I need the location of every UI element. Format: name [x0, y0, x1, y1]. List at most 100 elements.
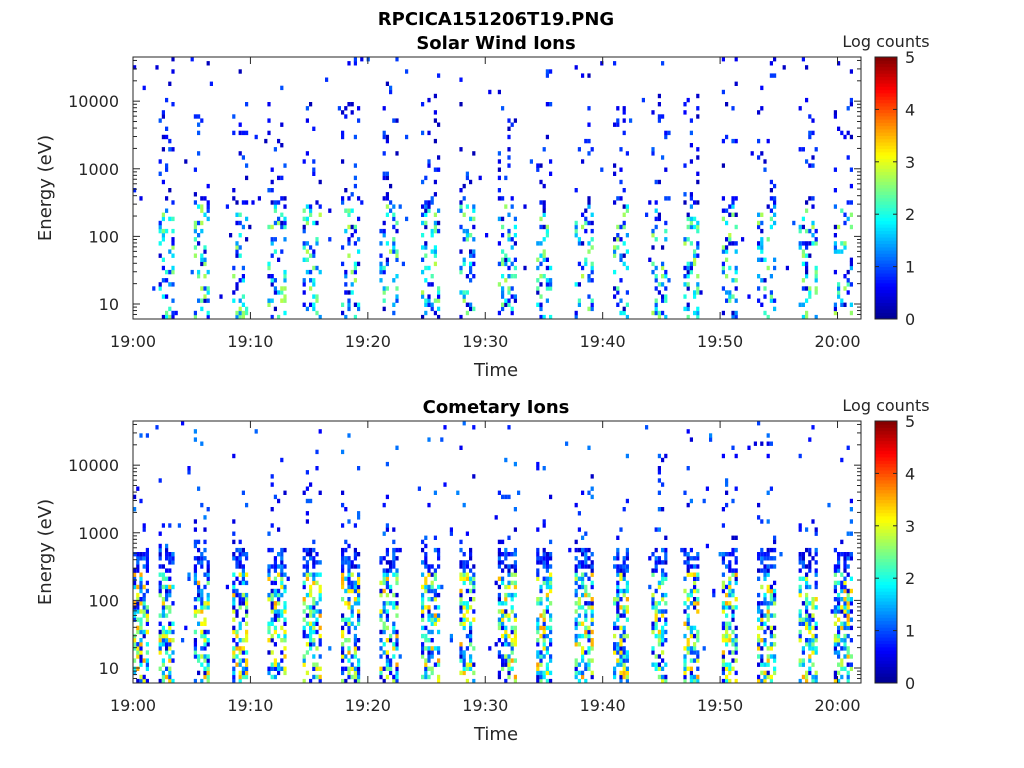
heatmap-cell	[849, 224, 853, 230]
heatmap-cell	[837, 650, 841, 655]
heatmap-cell	[318, 204, 322, 209]
heatmap-cell	[184, 625, 188, 631]
heatmap-cell	[510, 564, 514, 569]
heatmap-cell	[849, 257, 853, 262]
heatmap-cell	[165, 605, 169, 610]
heatmap-cell	[142, 678, 146, 684]
heatmap-cell	[513, 294, 517, 299]
heatmap-cell	[171, 678, 175, 684]
heatmap-cell	[206, 507, 210, 512]
heatmap-cell	[577, 261, 581, 267]
heatmap-cell	[545, 564, 549, 569]
heatmap-cell	[622, 650, 626, 655]
heatmap-cell	[171, 638, 175, 643]
heatmap-cell	[843, 552, 847, 557]
heatmap-cell	[245, 670, 249, 676]
heatmap-cell	[241, 130, 245, 136]
heatmap-cell	[539, 650, 543, 655]
heatmap-cell	[459, 224, 463, 230]
heatmap-cell	[350, 560, 354, 565]
heatmap-cell	[683, 306, 687, 312]
heatmap-cell	[501, 216, 505, 222]
heatmap-cell	[437, 584, 441, 590]
colorbar-segment	[875, 60, 897, 64]
heatmap-cell	[808, 552, 812, 557]
heatmap-cell	[382, 290, 386, 295]
heatmap-cell	[161, 662, 165, 667]
heatmap-cell	[197, 560, 201, 565]
heatmap-cell	[270, 523, 274, 528]
heatmap-cell	[808, 613, 812, 618]
heatmap-cell	[721, 556, 725, 561]
heatmap-cell	[385, 134, 389, 140]
heatmap-cell	[728, 576, 732, 581]
heatmap-cell	[305, 564, 309, 569]
heatmap-cell	[574, 564, 578, 569]
heatmap-cell	[459, 605, 463, 610]
heatmap-cell	[721, 605, 725, 610]
heatmap-cell	[465, 171, 469, 176]
heatmap-cell	[590, 597, 594, 602]
heatmap-cell	[846, 605, 850, 610]
heatmap-cell	[830, 609, 834, 614]
colorbar-tick-label: 0	[905, 674, 915, 693]
heatmap-cell	[277, 216, 281, 222]
heatmap-cell	[421, 597, 425, 602]
heatmap-cell	[513, 638, 517, 643]
heatmap-cell	[837, 605, 841, 610]
heatmap-cell	[427, 609, 431, 614]
colorbar-segment	[875, 447, 897, 451]
heatmap-cell	[469, 216, 473, 222]
heatmap-cell	[757, 556, 761, 561]
heatmap-cell	[536, 257, 540, 262]
heatmap-cell	[811, 204, 815, 209]
heatmap-cell	[510, 237, 514, 242]
heatmap-cell	[581, 580, 585, 586]
heatmap-cell	[513, 461, 517, 467]
heatmap-cell	[421, 212, 425, 217]
heatmap-cell	[395, 547, 399, 553]
heatmap-cell	[427, 666, 431, 671]
heatmap-cell	[168, 249, 172, 254]
heatmap-cell	[197, 220, 201, 226]
heatmap-cell	[587, 204, 591, 209]
heatmap-cell	[833, 564, 837, 569]
heatmap-cell	[846, 678, 850, 684]
heatmap-cell	[808, 437, 812, 442]
heatmap-cell	[302, 580, 306, 586]
heatmap-cell	[385, 523, 389, 528]
heatmap-cell	[843, 601, 847, 606]
heatmap-cell	[840, 625, 844, 631]
heatmap-cell	[501, 666, 505, 671]
heatmap-cell	[341, 670, 345, 676]
heatmap-cell	[760, 85, 764, 91]
heatmap-cell	[584, 678, 588, 684]
heatmap-cell	[696, 314, 700, 320]
heatmap-cell	[763, 678, 767, 684]
heatmap-cell	[542, 314, 546, 320]
heatmap-cell	[686, 568, 690, 573]
heatmap-cell	[424, 666, 428, 671]
heatmap-cell	[305, 650, 309, 655]
heatmap-cell	[302, 241, 306, 246]
heatmap-cell	[542, 638, 546, 643]
colorbar-segment	[875, 597, 897, 602]
heatmap-cell	[757, 633, 761, 639]
heatmap-cell	[267, 625, 271, 631]
heatmap-cell	[353, 224, 357, 230]
heatmap-cell	[232, 658, 236, 663]
heatmap-cell	[507, 568, 511, 573]
heatmap-cell	[539, 674, 543, 680]
heatmap-cell	[760, 278, 764, 283]
heatmap-cell	[840, 662, 844, 667]
heatmap-cell	[424, 200, 428, 205]
heatmap-cell	[846, 200, 850, 205]
heatmap-cell	[133, 65, 137, 70]
heatmap-cell	[811, 155, 815, 160]
heatmap-cell	[504, 257, 508, 262]
heatmap-cell	[590, 642, 594, 647]
heatmap-cell	[513, 674, 517, 680]
heatmap-cell	[849, 200, 853, 205]
heatmap-cell	[165, 576, 169, 581]
heatmap-cell	[709, 433, 713, 438]
